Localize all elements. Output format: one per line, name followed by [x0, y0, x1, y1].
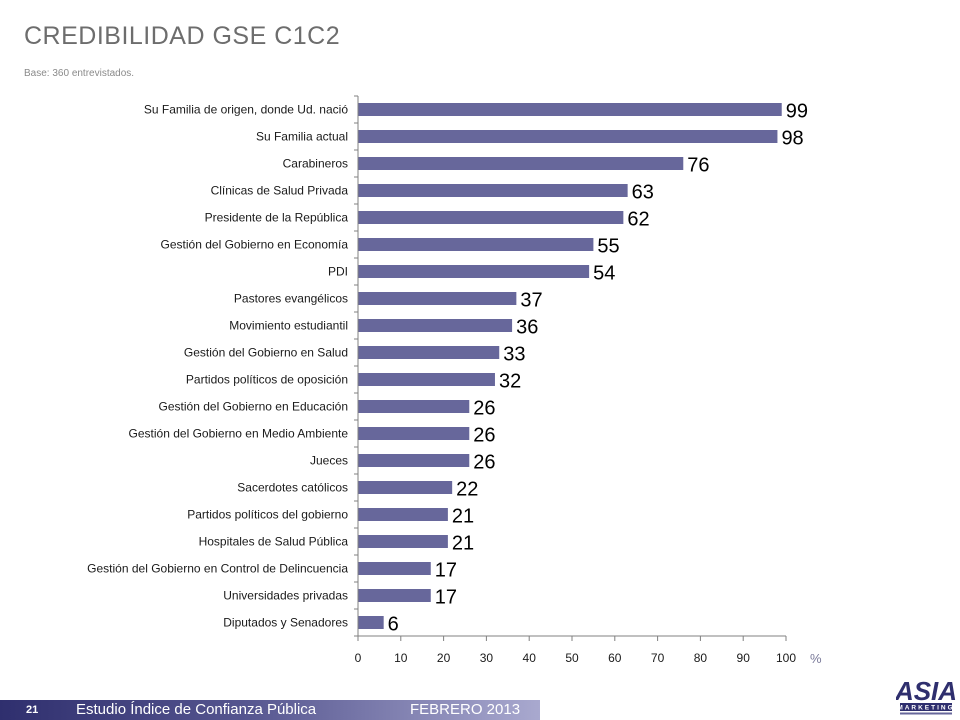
category-label: Sacerdotes católicos [237, 481, 348, 495]
x-tick-label: 100 [776, 651, 796, 665]
bar [358, 481, 453, 494]
category-label: Gestión del Gobierno en Medio Ambiente [129, 427, 349, 441]
value-label: 99 [786, 101, 808, 123]
bar [358, 535, 448, 548]
bar [358, 616, 384, 629]
bar [358, 319, 513, 332]
bar [358, 265, 590, 278]
study-name: Estudio Índice de Confianza Pública [76, 701, 317, 718]
category-label: Su Familia de origen, donde Ud. nació [144, 103, 348, 117]
value-label: 33 [503, 344, 525, 366]
bar [358, 184, 628, 197]
bar [358, 292, 517, 305]
value-label: 76 [687, 155, 709, 177]
value-label: 98 [781, 128, 803, 150]
x-tick-label: 30 [480, 651, 494, 665]
asia-marketing-logo: ASIA MARKETING [896, 676, 956, 715]
value-label: 26 [473, 398, 495, 420]
x-tick-label: 90 [737, 651, 751, 665]
value-label: 22 [456, 479, 478, 501]
category-label: Clínicas de Salud Privada [211, 184, 349, 198]
category-label: Partidos políticos de oposición [186, 373, 348, 387]
category-label: Gestión del Gobierno en Control de Delin… [87, 562, 348, 576]
x-tick-label: 60 [608, 651, 622, 665]
category-label: Carabineros [283, 157, 348, 171]
category-label: Pastores evangélicos [234, 292, 348, 306]
value-label: 17 [435, 587, 457, 609]
report-date: FEBRERO 2013 [410, 701, 521, 718]
bar [358, 346, 500, 359]
bar [358, 589, 431, 602]
axes-group: 0 10 20 30 40 50 60 70 80 90 100% [354, 95, 822, 666]
base-note: Base: 360 entrevistados. [24, 68, 135, 79]
value-label: 54 [593, 263, 615, 285]
svg-text:MARKETING: MARKETING [897, 705, 954, 712]
value-label: 21 [452, 506, 474, 528]
x-tick-label: 20 [437, 651, 451, 665]
bar [358, 508, 448, 521]
category-label: Hospitales de Salud Pública [199, 535, 349, 549]
x-tick-label: 10 [394, 651, 408, 665]
footer-bar: 21 Estudio Índice de Confianza Pública F… [0, 700, 540, 720]
bar [358, 157, 684, 170]
x-unit-label: % [810, 651, 822, 666]
value-label: 63 [632, 182, 654, 204]
category-label: Gestión del Gobierno en Economía [161, 238, 349, 252]
x-tick-label: 80 [694, 651, 708, 665]
bar [358, 238, 594, 251]
bar [358, 373, 495, 386]
x-tick-label: 40 [523, 651, 537, 665]
category-label: Su Familia actual [256, 130, 348, 144]
x-tick-label: 70 [651, 651, 665, 665]
value-label: 26 [473, 452, 495, 474]
category-label: Diputados y Senadores [223, 616, 348, 630]
bar-group: Su Familia de origen, donde Ud. nació 99 S… [87, 101, 808, 636]
page-number: 21 [26, 704, 39, 716]
credibility-bar-chart: Su Familia de origen, donde Ud. nació 99 S… [87, 95, 822, 666]
value-label: 21 [452, 533, 474, 555]
category-label: Partidos políticos del gobierno [187, 508, 348, 522]
category-label: PDI [328, 265, 348, 279]
category-label: Gestión del Gobierno en Salud [184, 346, 348, 360]
category-label: Jueces [310, 454, 348, 468]
x-tick-label: 50 [565, 651, 579, 665]
bar [358, 427, 470, 440]
bar [358, 400, 470, 413]
page-title: CREDIBILIDAD GSE C1C2 [24, 22, 341, 50]
category-label: Universidades privadas [223, 589, 348, 603]
value-label: 37 [520, 290, 542, 312]
value-label: 32 [499, 371, 521, 393]
value-label: 17 [435, 560, 457, 582]
bar [358, 211, 624, 224]
category-label: Gestión del Gobierno en Educación [159, 400, 348, 414]
value-label: 36 [516, 317, 538, 339]
x-tick-label: 0 [355, 651, 362, 665]
category-label: Movimiento estudiantil [229, 319, 348, 333]
value-label: 55 [597, 236, 619, 258]
bar [358, 562, 431, 575]
bar [358, 454, 470, 467]
value-label: 6 [388, 614, 399, 636]
category-label: Presidente de la República [205, 211, 349, 225]
svg-text:ASIA: ASIA [896, 676, 956, 706]
value-label: 26 [473, 425, 495, 447]
value-label: 62 [627, 209, 649, 231]
bar [358, 130, 778, 143]
bar [358, 103, 782, 116]
